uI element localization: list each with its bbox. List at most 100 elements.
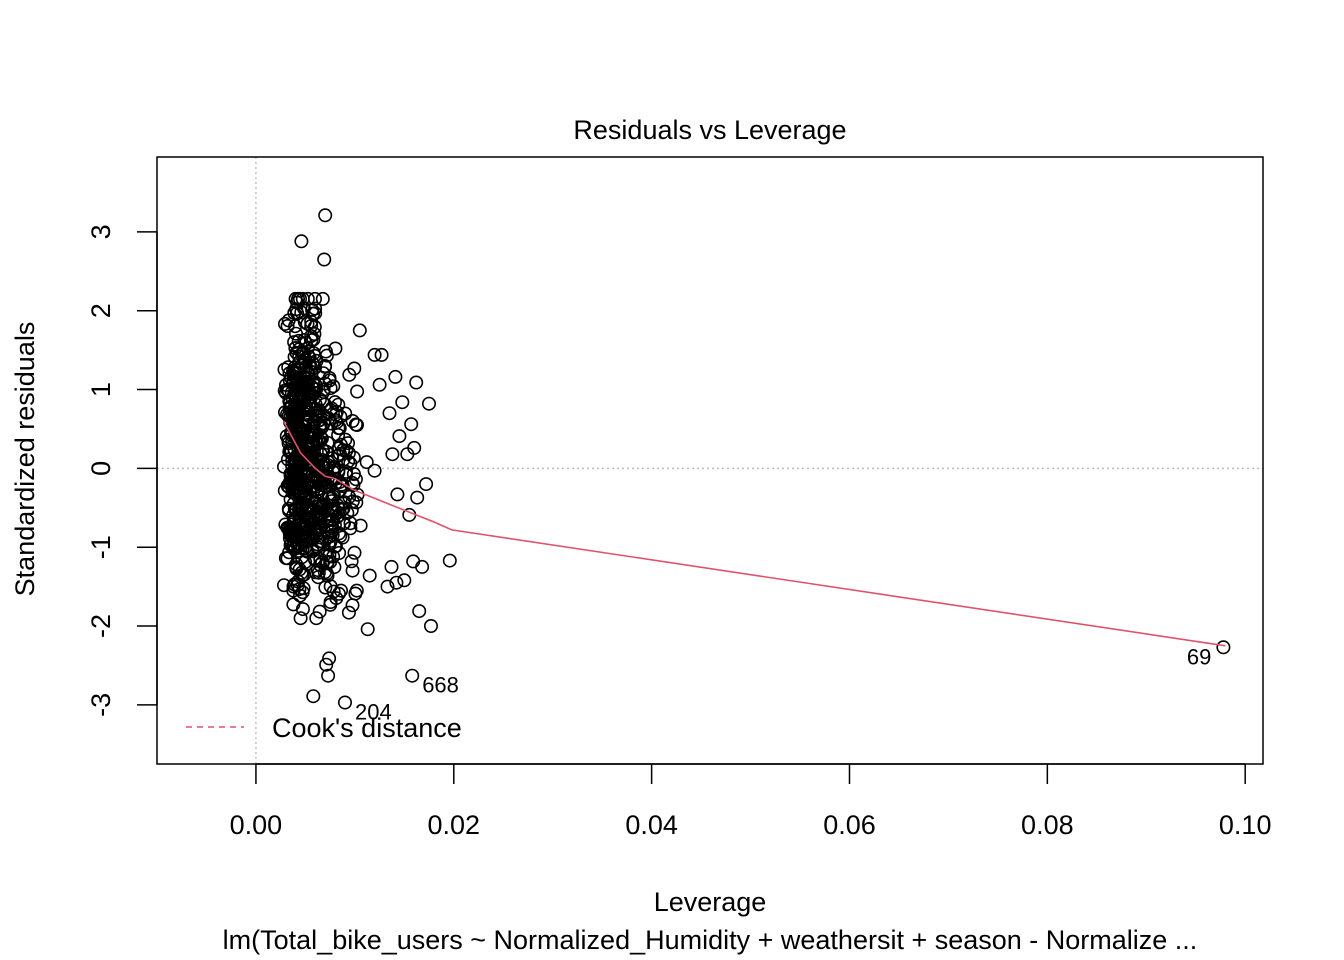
data-point xyxy=(286,416,301,431)
x-axis-label: Leverage xyxy=(654,887,767,917)
point-labels: 69 668 204 xyxy=(355,644,1211,724)
y-axis: -3 -2 -1 0 1 2 3 xyxy=(86,224,158,717)
data-point xyxy=(284,536,299,551)
data-point xyxy=(343,456,358,471)
data-point xyxy=(313,510,328,525)
data-point xyxy=(305,542,320,557)
data-point xyxy=(335,530,350,545)
data-point xyxy=(309,611,324,626)
data-point xyxy=(316,384,331,399)
data-point xyxy=(321,668,336,683)
data-point xyxy=(307,522,322,537)
data-point xyxy=(312,604,327,619)
data-point xyxy=(350,384,365,399)
data-point xyxy=(359,455,374,470)
data-point xyxy=(442,553,457,568)
data-point xyxy=(412,604,427,619)
data-point xyxy=(382,406,397,421)
data-point xyxy=(307,552,322,567)
y-tick-label: 0 xyxy=(86,461,116,476)
data-point xyxy=(277,316,292,331)
point-label: 204 xyxy=(355,700,392,725)
data-point xyxy=(344,554,359,569)
data-point xyxy=(345,413,360,428)
data-point xyxy=(324,523,339,538)
data-point xyxy=(390,487,405,502)
data-point xyxy=(397,573,412,588)
data-point xyxy=(295,568,310,583)
data-point xyxy=(321,486,336,501)
data-point xyxy=(308,301,323,316)
data-point xyxy=(317,252,332,267)
data-point xyxy=(290,366,305,381)
cooks-distance-legend: Cook's distance xyxy=(186,713,462,743)
x-tick-label: 0.08 xyxy=(1021,810,1074,840)
data-point xyxy=(277,362,292,377)
data-point xyxy=(380,579,395,594)
data-point xyxy=(322,548,337,563)
data-point xyxy=(362,568,377,583)
chart-title: Residuals vs Leverage xyxy=(573,115,846,145)
data-point xyxy=(281,432,296,447)
data-point xyxy=(395,395,410,410)
point-label: 668 xyxy=(422,673,459,698)
data-point xyxy=(410,490,425,505)
y-tick-label: -2 xyxy=(86,614,116,638)
data-point xyxy=(419,477,434,492)
data-point xyxy=(332,421,347,436)
data-point xyxy=(315,291,330,306)
data-point xyxy=(318,208,333,223)
data-point xyxy=(374,347,389,362)
data-point xyxy=(421,396,436,411)
data-point xyxy=(294,305,309,320)
data-point xyxy=(312,392,327,407)
data-point xyxy=(385,447,400,462)
data-point xyxy=(304,473,319,488)
data-point xyxy=(384,559,399,574)
y-tick-label: 3 xyxy=(86,224,116,239)
data-point xyxy=(338,406,353,421)
data-point xyxy=(341,605,356,620)
smooth-line xyxy=(282,420,1226,647)
data-point xyxy=(292,349,307,364)
data-point xyxy=(295,291,310,306)
data-point xyxy=(407,440,422,455)
data-point xyxy=(308,306,323,321)
data-point xyxy=(302,358,317,373)
smooth-line-group xyxy=(282,420,1226,647)
data-point xyxy=(313,552,328,567)
data-point xyxy=(322,529,337,544)
data-point xyxy=(295,499,310,514)
y-tick-label: 2 xyxy=(86,303,116,318)
data-point xyxy=(295,602,310,617)
x-axis: 0.00 0.02 0.04 0.06 0.08 0.10 xyxy=(230,763,1271,840)
x-tick-label: 0.06 xyxy=(823,810,876,840)
data-point xyxy=(318,376,333,391)
data-point xyxy=(292,480,307,495)
data-point xyxy=(337,695,352,710)
data-point xyxy=(320,555,335,570)
data-point xyxy=(415,559,430,574)
data-point xyxy=(336,496,351,511)
data-point xyxy=(292,342,307,357)
data-point xyxy=(360,622,375,637)
data-point xyxy=(283,399,298,414)
data-point xyxy=(280,318,295,333)
data-point xyxy=(323,597,338,612)
data-point xyxy=(345,563,360,578)
data-point xyxy=(306,689,321,704)
data-point xyxy=(323,403,338,418)
data-point xyxy=(283,521,298,536)
data-point xyxy=(352,323,367,338)
data-point xyxy=(289,410,304,425)
data-point xyxy=(319,657,334,672)
data-point xyxy=(328,341,343,356)
y-axis-label: Standardized residuals xyxy=(10,322,40,597)
data-point xyxy=(349,583,364,598)
data-point xyxy=(392,429,407,444)
data-point xyxy=(313,421,328,436)
data-point xyxy=(288,383,303,398)
data-point xyxy=(345,598,360,613)
data-point xyxy=(286,496,301,511)
data-point xyxy=(321,411,336,426)
